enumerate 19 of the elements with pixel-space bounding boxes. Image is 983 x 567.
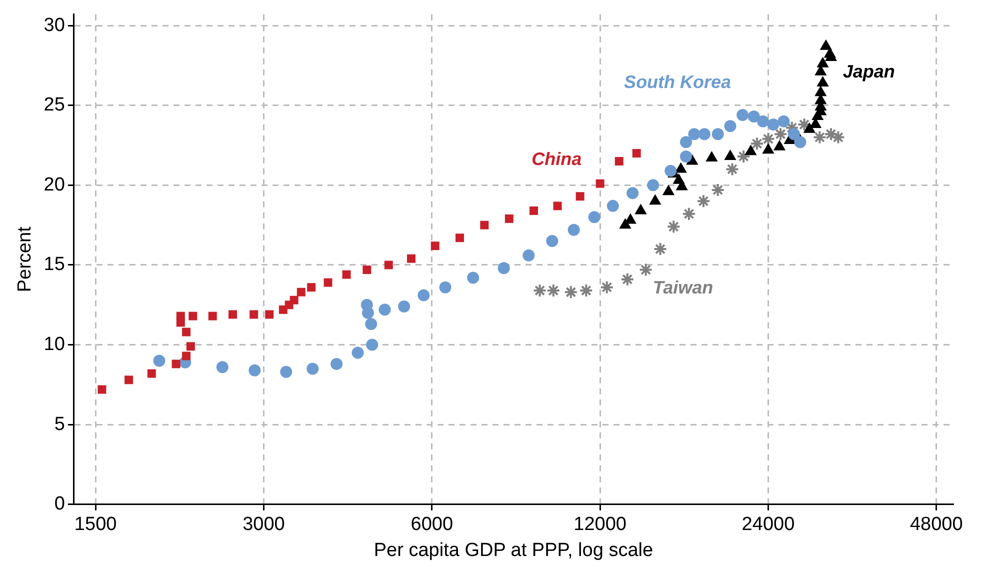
- y-tick-label: 25: [44, 94, 65, 116]
- x-tick-label: 12000: [574, 514, 626, 536]
- y-tick-label: 30: [44, 14, 65, 36]
- y-tick-label: 20: [44, 174, 65, 196]
- y-axis-title: Percent: [14, 226, 36, 292]
- series-label: China: [532, 149, 582, 170]
- series-label: South Korea: [624, 72, 732, 92]
- x-tick-label: 24000: [742, 514, 795, 536]
- x-tick-label: 48000: [910, 514, 963, 536]
- y-tick-label: 0: [54, 494, 65, 515]
- y-tick-label: 15: [44, 254, 65, 276]
- y-tick-label: 5: [54, 414, 65, 435]
- series-label: Taiwan: [652, 278, 714, 298]
- x-tick-label: 6000: [410, 514, 454, 536]
- series-label: Japan: [842, 61, 895, 82]
- x-tick-label: 1500: [74, 514, 117, 536]
- x-axis-title: Per capita GDP at PPP, log scale: [374, 540, 654, 561]
- x-tick-label: 3000: [242, 514, 285, 536]
- y-tick-label: 10: [44, 334, 65, 356]
